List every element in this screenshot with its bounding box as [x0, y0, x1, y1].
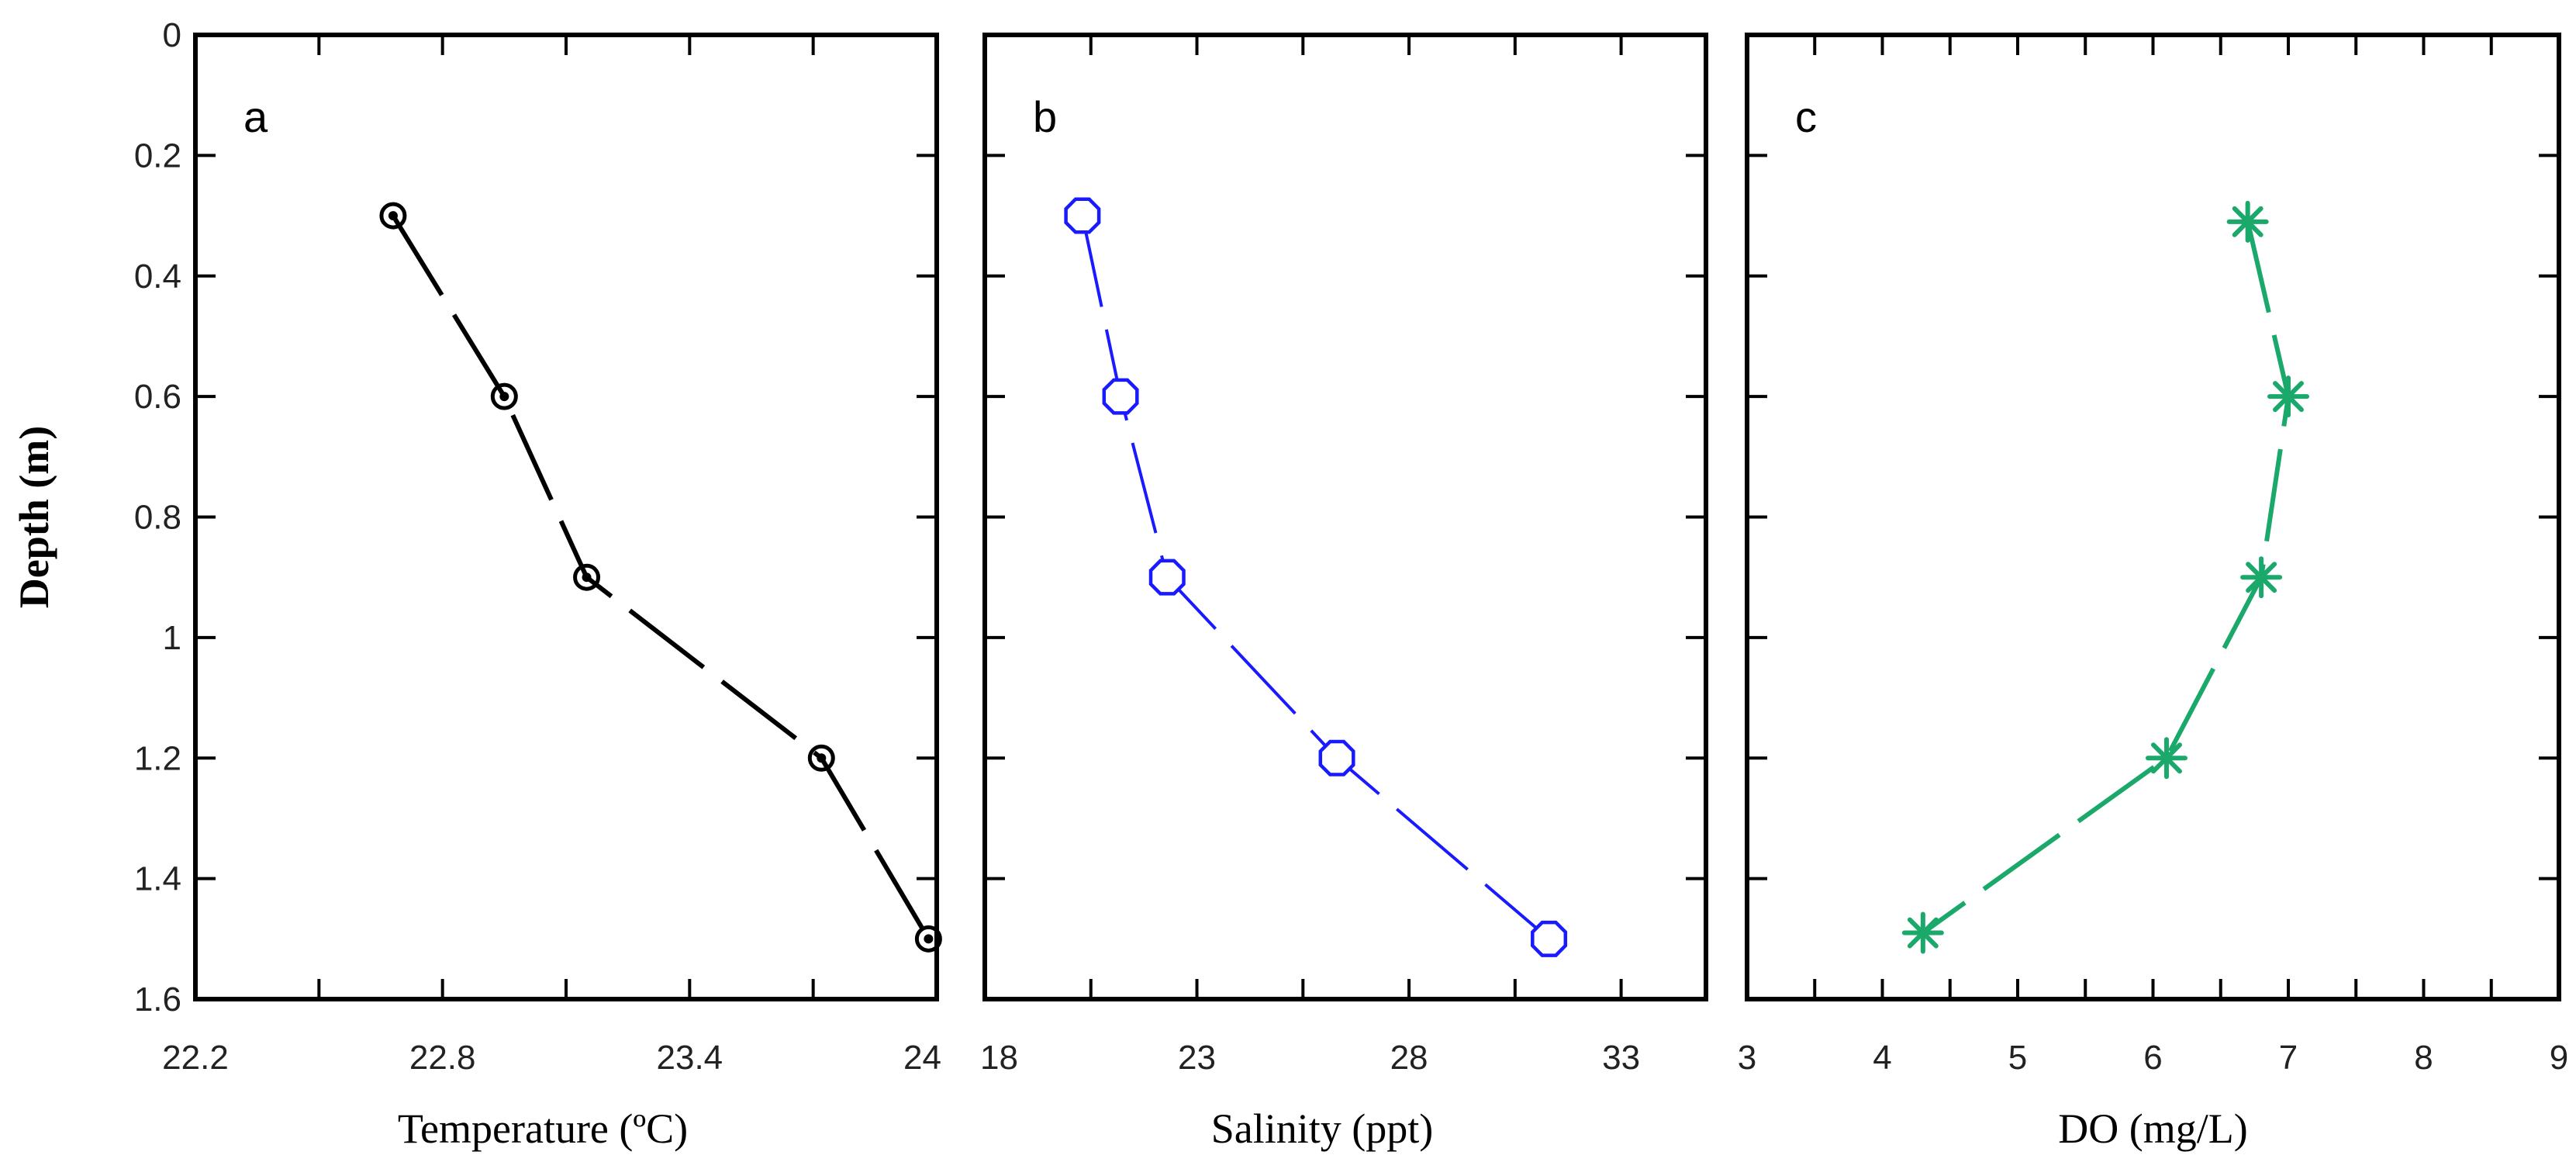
- panel-a-ytick-label: 0.2: [134, 137, 181, 175]
- panel-c-ticks: 3 4 5 6 7 8 9: [1738, 33, 2568, 1077]
- panel-a-xtick-label: 22.2: [162, 1039, 229, 1077]
- panel-a-x-axis-title: Temperature (ºC): [398, 1105, 688, 1152]
- panel-c-data-point-stroke: [2246, 562, 2277, 593]
- panel-a-data-point-ring: [573, 563, 601, 591]
- panel-a-ytick-label: 0.4: [134, 258, 181, 296]
- panel-b-salinity: 18 23 28 33 b Salinity (ppt): [980, 33, 1708, 1152]
- panel-c-xtick-label: 6: [2143, 1039, 2162, 1077]
- panel-a-ytick-label: 0.6: [134, 378, 181, 416]
- panel-b-data-point: [1148, 559, 1186, 596]
- panel-a-temperature: 00.20.40.60.811.21.41.622.2 22.8 23.4 24 a …: [11, 16, 942, 1152]
- panel-c-xtick-label: 5: [2008, 1039, 2027, 1077]
- panel-a-data-point: [490, 382, 518, 410]
- panel-b-data-point: [1318, 739, 1355, 776]
- panel-b-label: b: [1033, 92, 1057, 141]
- panel-c-data-point: [2267, 375, 2309, 418]
- panel-c-data-point-stroke: [2273, 381, 2304, 413]
- panel-c-data-point: [2145, 737, 2188, 780]
- panel-c-data-point: [2240, 556, 2283, 599]
- panel-b-data-point: [1531, 920, 1568, 957]
- panel-a-data-point-dot: [924, 934, 934, 944]
- panel-a-xtick-label: 22.8: [409, 1039, 476, 1077]
- panel-a-ytick-label: 0: [163, 16, 181, 54]
- panel-c-data-point: [2226, 200, 2269, 243]
- panel-c-data-point-stroke: [1907, 917, 1939, 949]
- panel-c-data-point: [1901, 911, 1944, 954]
- panel-b-data-point: [1102, 378, 1139, 415]
- panel-b-series-markers: [1064, 197, 1568, 957]
- panel-c-data-point-stroke: [2232, 206, 2263, 237]
- panel-a-data-point-ring: [490, 382, 518, 410]
- panel-b-data-point-octagon: [1064, 197, 1101, 234]
- panel-c-xtick-label: 4: [1873, 1039, 1891, 1077]
- panel-a-data-point: [807, 744, 835, 772]
- panel-c-data-point-stroke: [2150, 742, 2182, 774]
- panel-c-dissolved-oxygen: 3 4 5 6 7 8 9 c DO (mg/L): [1738, 33, 2568, 1152]
- panel-a-data-point-ring: [914, 925, 942, 953]
- panel-a-ytick-label: 1: [163, 619, 181, 657]
- panel-b-xtick-label: 23: [1178, 1039, 1216, 1077]
- panel-b-data-point-octagon: [1318, 739, 1355, 776]
- panel-b-data-point: [1064, 197, 1101, 234]
- panel-a-y-axis-title: Depth (m): [11, 426, 57, 608]
- panel-a-data-point-dot: [499, 392, 509, 402]
- panel-a-data-point: [573, 563, 601, 591]
- panel-a-ytick-label: 1.4: [134, 860, 181, 898]
- panel-a-frame: [193, 33, 939, 1001]
- panel-c-series-markers: [1901, 200, 2309, 954]
- panel-a-xtick-label: 23.4: [657, 1039, 723, 1077]
- panel-c-xtick-label: 9: [2550, 1039, 2568, 1077]
- panel-c-frame: [1745, 33, 2561, 1001]
- panel-a-ticks: 0 0.2 0.4 0.6 0.8 1 1.2 1.4 1.6 22.2 22.8 23.4 24: [134, 16, 941, 1077]
- panel-a-ytick-label: 0.8: [134, 499, 181, 537]
- panel-a-data-point-dot: [582, 572, 592, 583]
- panel-a-data-point: [379, 202, 407, 230]
- panel-c-xtick-label: 8: [2414, 1039, 2433, 1077]
- panel-b-data-point-octagon: [1531, 920, 1568, 957]
- panel-a-ytick-label: 1.2: [134, 739, 181, 777]
- panel-b-ticks: 18 23 28 33: [980, 33, 1706, 1077]
- panel-a-data-point-dot: [817, 753, 827, 763]
- panel-a-xtick-label: 24: [903, 1039, 941, 1077]
- panel-a-series-markers: [379, 202, 942, 953]
- panel-a-data-point-dot: [388, 211, 398, 221]
- panel-b-data-point-octagon: [1102, 378, 1139, 415]
- panel-b-frame: [982, 33, 1708, 1001]
- panel-b-xtick-label: 18: [980, 1039, 1018, 1077]
- panel-a-ytick-label: 1.6: [134, 981, 181, 1019]
- panel-a-data-point-ring: [379, 202, 407, 230]
- panel-b-x-axis-title: Salinity (ppt): [1211, 1105, 1433, 1152]
- panel-b-data-point-octagon: [1148, 559, 1186, 596]
- panel-c-xtick-label: 3: [1738, 1039, 1756, 1077]
- panel-c-label: c: [1795, 92, 1817, 141]
- panel-c-xtick-label: 7: [2279, 1039, 2298, 1077]
- panel-b-xtick-label: 28: [1390, 1039, 1428, 1077]
- panel-c-x-axis-title: DO (mg/L): [2058, 1105, 2247, 1152]
- panel-a-data-point-ring: [807, 744, 835, 772]
- panel-a-label: a: [243, 92, 268, 141]
- panel-a-data-point: [914, 925, 942, 953]
- panel-b-xtick-label: 33: [1602, 1039, 1640, 1077]
